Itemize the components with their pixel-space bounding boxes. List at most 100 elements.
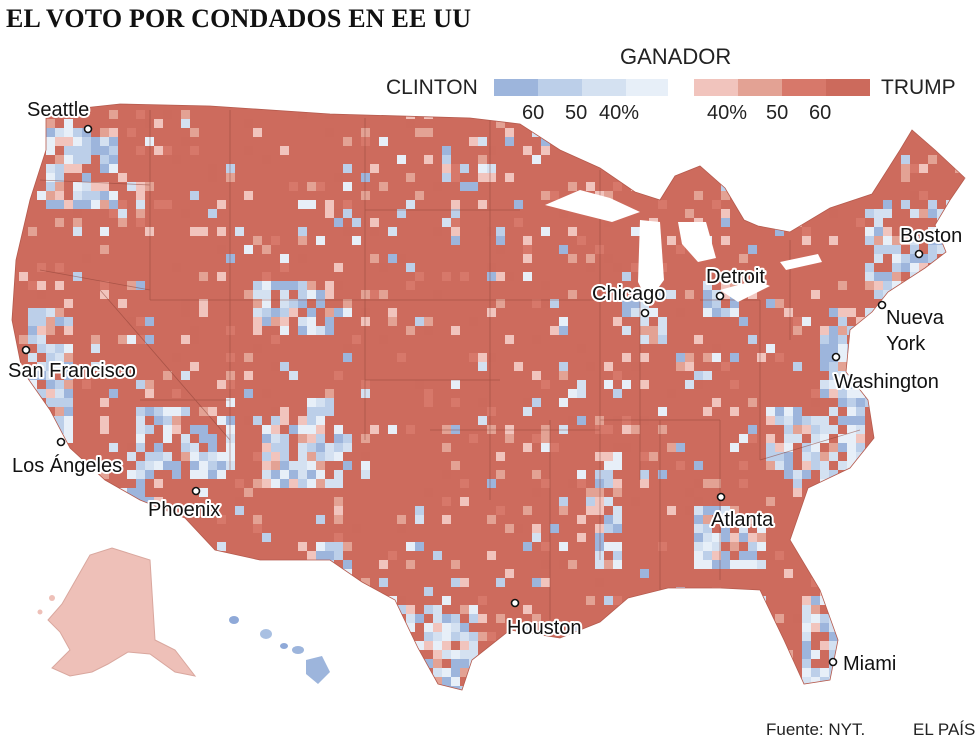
county-patch (136, 218, 145, 227)
county-patch (838, 632, 847, 641)
county-patch (901, 236, 910, 245)
county-patch (91, 137, 100, 146)
county-patch (613, 416, 622, 425)
county-patch (694, 506, 703, 515)
county-patch (64, 344, 73, 353)
county-patch (280, 443, 289, 452)
county-patch (829, 596, 838, 605)
county-patch (424, 128, 433, 137)
county-patch (811, 416, 820, 425)
county-patch (100, 182, 109, 191)
county-patch (262, 443, 271, 452)
county-patch (613, 371, 622, 380)
county-patch (694, 560, 703, 569)
county-patch (442, 146, 451, 155)
county-patch (604, 452, 613, 461)
county-patch (190, 227, 199, 236)
county-patch (334, 596, 343, 605)
county-patch (100, 200, 109, 209)
county-patch (217, 272, 226, 281)
county-patch (910, 605, 919, 614)
county-patch (613, 551, 622, 560)
county-patch (298, 299, 307, 308)
county-patch (127, 182, 136, 191)
county-patch (271, 335, 280, 344)
county-patch (883, 272, 892, 281)
county-patch (244, 587, 253, 596)
county-patch (604, 479, 613, 488)
county-patch (181, 371, 190, 380)
county-patch (73, 137, 82, 146)
county-patch (496, 659, 505, 668)
county-patch (820, 425, 829, 434)
county-patch (559, 668, 568, 677)
county-patch (703, 308, 712, 317)
county-patch (559, 560, 568, 569)
county-patch (883, 443, 892, 452)
county-patch (685, 362, 694, 371)
county-patch (532, 155, 541, 164)
county-patch (181, 110, 190, 119)
county-patch (64, 146, 73, 155)
county-patch (523, 542, 532, 551)
county-patch (352, 335, 361, 344)
county-patch (271, 470, 280, 479)
county-patch (424, 623, 433, 632)
county-patch (721, 272, 730, 281)
county-patch (424, 317, 433, 326)
county-patch (748, 128, 757, 137)
county-patch (586, 497, 595, 506)
county-patch (820, 452, 829, 461)
county-patch (37, 434, 46, 443)
county-patch (127, 443, 136, 452)
county-patch (361, 290, 370, 299)
county-patch (271, 317, 280, 326)
county-patch (712, 497, 721, 506)
county-patch (856, 119, 865, 128)
county-patch (325, 128, 334, 137)
county-patch (334, 605, 343, 614)
county-patch (325, 398, 334, 407)
county-patch (865, 281, 874, 290)
county-patch (28, 497, 37, 506)
county-patch (55, 578, 64, 587)
county-patch (64, 425, 73, 434)
county-patch (820, 362, 829, 371)
county-patch (739, 659, 748, 668)
county-patch (64, 200, 73, 209)
county-patch (703, 506, 712, 515)
alaska-island (49, 595, 55, 601)
county-patch (838, 398, 847, 407)
county-patch (694, 497, 703, 506)
county-patch (325, 542, 334, 551)
county-patch (865, 479, 874, 488)
county-patch (856, 425, 865, 434)
county-patch (964, 677, 965, 686)
county-patch (442, 650, 451, 659)
county-patch (271, 416, 280, 425)
county-patch (343, 227, 352, 236)
county-patch (928, 227, 937, 236)
county-patch (325, 569, 334, 578)
county-patch (217, 659, 226, 668)
county-patch (838, 614, 847, 623)
county-patch (73, 155, 82, 164)
county-patch (28, 569, 37, 578)
county-patch (316, 452, 325, 461)
county-patch (352, 218, 361, 227)
county-patch (478, 632, 487, 641)
county-patch (451, 659, 460, 668)
county-patch (595, 119, 604, 128)
county-patch (298, 200, 307, 209)
county-patch (73, 542, 82, 551)
county-patch (694, 461, 703, 470)
county-patch (55, 191, 64, 200)
county-patch (478, 137, 487, 146)
county-patch (298, 236, 307, 245)
county-patch (622, 308, 631, 317)
county-patch (82, 137, 91, 146)
county-patch (469, 650, 478, 659)
county-patch (595, 497, 604, 506)
county-patch (163, 533, 172, 542)
county-patch (217, 542, 226, 551)
